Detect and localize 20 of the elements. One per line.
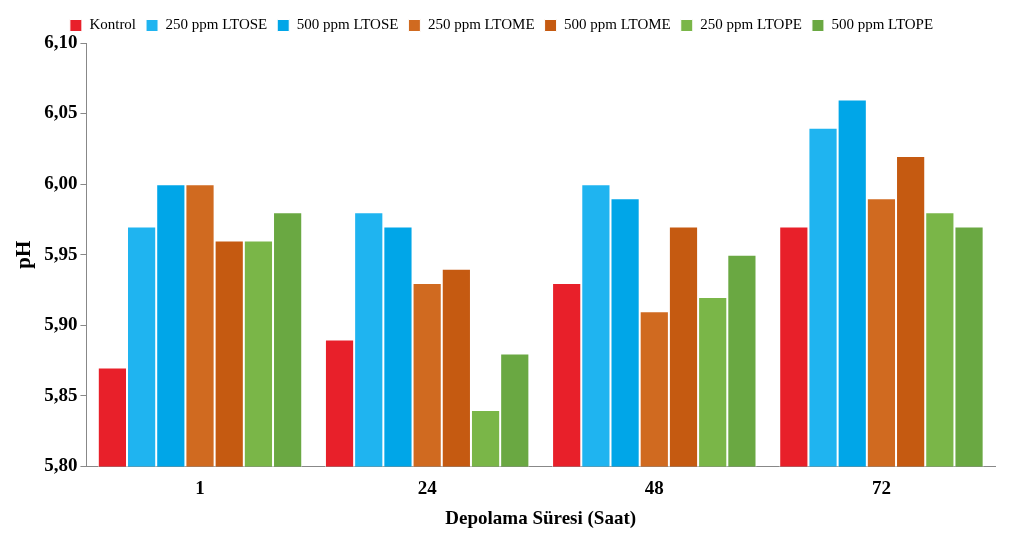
y-tick-label: 5,80	[44, 454, 78, 476]
y-tick-label: 5,95	[44, 242, 78, 264]
x-tick-label: 48	[644, 476, 664, 498]
legend-label: 500 ppm LTOME	[564, 16, 671, 33]
y-tick-label: 5,85	[44, 383, 78, 405]
x-tick-label: 24	[417, 476, 438, 498]
y-tick-label: 5,90	[44, 313, 78, 335]
legend-label: 250 ppm LTOPE	[700, 16, 802, 33]
y-tick-label: 6,10	[44, 30, 78, 52]
legend-label: 250 ppm LTOME	[427, 16, 535, 33]
x-tick-label: 72	[871, 476, 891, 498]
y-tick-label: 6,00	[44, 172, 78, 194]
legend-label: Kontrol	[89, 16, 137, 33]
x-tick-label: 1	[195, 476, 205, 498]
legend-label: 250 ppm LTOSE	[165, 16, 268, 33]
y-axis-title: pH	[11, 240, 36, 269]
y-tick-label: 6,05	[44, 101, 78, 123]
x-axis-title: Depolama Süresi (Saat)	[445, 506, 637, 529]
legend-label: 500 ppm LTOSE	[296, 16, 399, 33]
legend-label: 500 ppm LTOPE	[831, 16, 934, 33]
